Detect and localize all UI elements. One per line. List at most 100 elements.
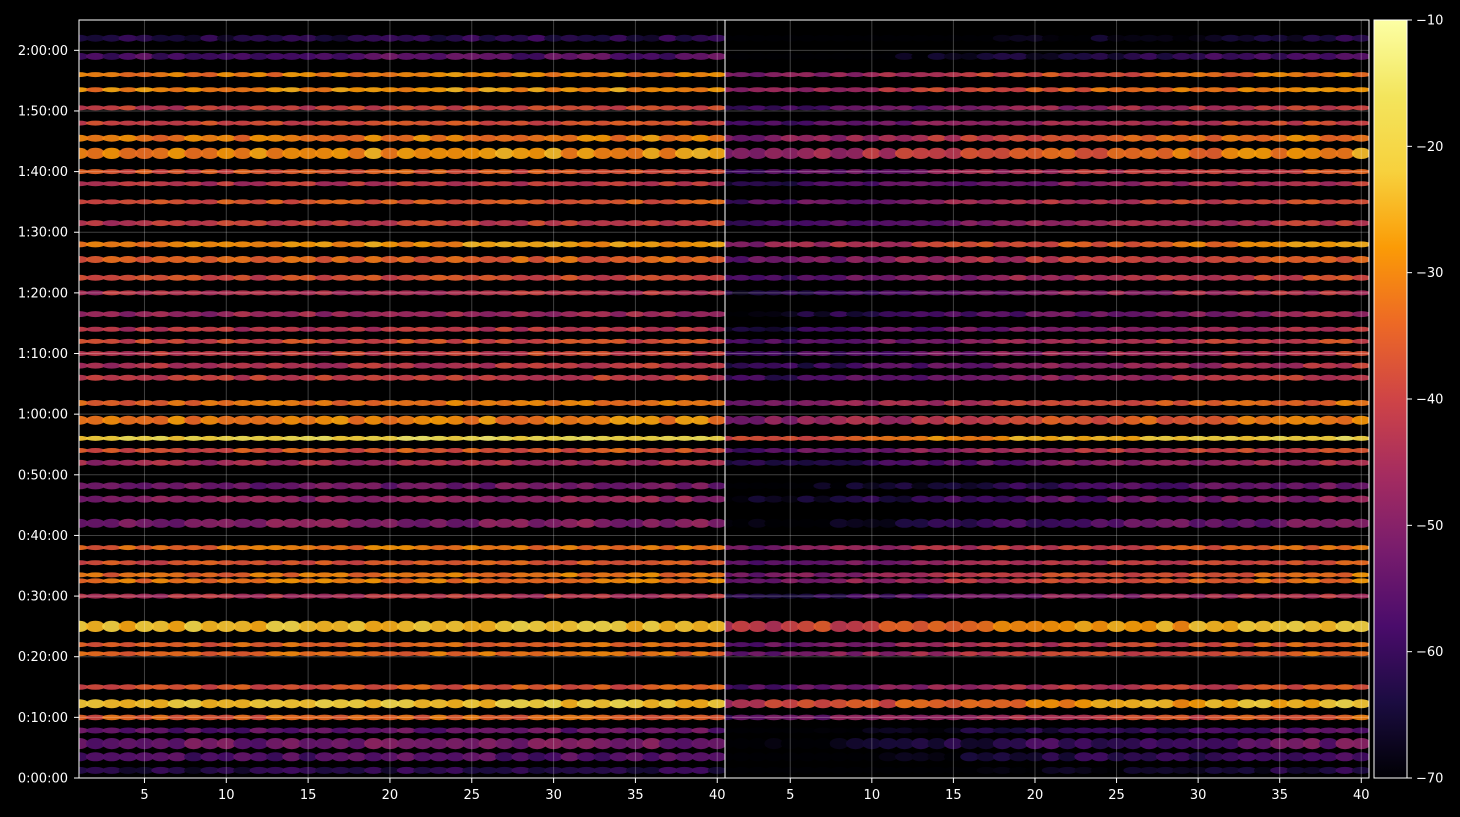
heat-cell	[495, 620, 514, 633]
heat-cell	[462, 241, 482, 248]
heat-cell	[895, 572, 914, 578]
heat-cell	[976, 181, 996, 187]
heat-cell	[478, 518, 498, 528]
heat-cell	[911, 684, 931, 690]
heat-cell	[1286, 52, 1306, 60]
heat-cell	[135, 684, 154, 690]
heat-cell	[829, 459, 849, 466]
heat-cell	[813, 199, 833, 205]
heat-cell	[396, 518, 416, 528]
heat-cell	[331, 34, 351, 42]
heat-cell	[609, 169, 629, 175]
heat-cell	[184, 572, 204, 578]
heat-cell	[216, 400, 236, 406]
heat-cell	[862, 699, 882, 709]
heat-cell	[609, 620, 629, 633]
heat-cell	[347, 338, 367, 344]
heat-cell	[151, 738, 171, 750]
heat-cell	[1041, 435, 1061, 441]
heat-cell	[1204, 459, 1224, 466]
heat-cell	[331, 593, 351, 599]
heat-cell	[200, 727, 220, 734]
heat-cell	[1058, 642, 1078, 648]
heat-cell	[846, 727, 865, 734]
heat-cell	[167, 699, 187, 709]
heat-cell	[560, 374, 580, 381]
heat-cell	[748, 87, 768, 93]
heat-cell	[943, 459, 963, 466]
heat-cell	[249, 518, 269, 528]
heat-cell	[764, 518, 784, 528]
heat-cell	[658, 72, 678, 78]
heat-cell	[1090, 374, 1110, 381]
heat-cell	[609, 642, 629, 648]
heat-cell	[1139, 495, 1159, 503]
heat-cell	[658, 684, 678, 690]
heat-cell	[511, 593, 531, 599]
heat-cell	[396, 338, 416, 344]
heat-cell	[380, 362, 400, 369]
heat-cell	[1286, 87, 1306, 93]
heat-cell	[135, 620, 154, 633]
heat-cell	[911, 220, 931, 227]
heat-cell	[560, 169, 580, 175]
heat-cell	[911, 766, 931, 774]
heat-cell	[233, 415, 253, 425]
heat-cell	[1156, 727, 1175, 734]
heat-cell	[1058, 738, 1078, 750]
heat-cell	[813, 134, 833, 142]
heat-cell	[1335, 199, 1355, 205]
heat-cell	[976, 169, 996, 175]
heat-cell	[1107, 199, 1127, 205]
heat-cell	[813, 147, 833, 159]
heat-cell	[200, 311, 220, 318]
heat-cell	[797, 326, 817, 332]
heat-cell	[233, 572, 253, 578]
heat-cell	[1237, 34, 1257, 42]
heat-cell	[315, 482, 334, 490]
heat-cell	[642, 593, 662, 599]
heat-cell	[1286, 326, 1306, 332]
heat-cell	[1090, 699, 1110, 709]
heat-cell	[927, 738, 947, 750]
heat-cell	[216, 274, 236, 281]
heat-cell	[846, 620, 865, 633]
heat-cell	[1172, 181, 1192, 187]
heat-cell	[992, 459, 1012, 466]
heat-cell	[511, 34, 531, 42]
heat-cell	[642, 181, 662, 187]
heat-cell	[764, 766, 784, 774]
heat-cell	[609, 545, 629, 551]
heat-cell	[79, 699, 89, 709]
heat-cell	[992, 52, 1012, 60]
heat-cell	[347, 311, 367, 318]
heat-cell	[167, 578, 187, 584]
heat-cell	[85, 338, 105, 344]
heat-cell	[511, 181, 531, 187]
heat-cell	[298, 593, 318, 599]
heat-cell	[1156, 738, 1175, 750]
heat-cell	[895, 72, 914, 78]
heat-cell	[265, 220, 285, 227]
heat-cell	[315, 727, 334, 734]
heat-cell	[1237, 241, 1257, 248]
heat-cell	[1302, 518, 1322, 528]
heat-cell	[445, 362, 465, 369]
heat-cell	[1172, 495, 1192, 503]
heat-cell	[976, 147, 996, 159]
heat-cell	[1009, 326, 1029, 332]
heat-cell	[233, 766, 253, 774]
heat-cell	[249, 120, 269, 126]
heat-cell	[1009, 338, 1029, 344]
heat-cell	[1302, 752, 1322, 762]
heat-cell	[1172, 752, 1192, 762]
heat-cell	[1107, 311, 1127, 318]
heat-cell	[1074, 134, 1094, 142]
heat-cell	[380, 400, 400, 406]
heat-cell	[478, 651, 498, 657]
heat-cell	[1058, 435, 1078, 441]
heat-cell	[1107, 651, 1127, 657]
heat-cell	[249, 105, 269, 111]
heat-cell	[265, 578, 285, 584]
heat-cell	[429, 311, 449, 318]
